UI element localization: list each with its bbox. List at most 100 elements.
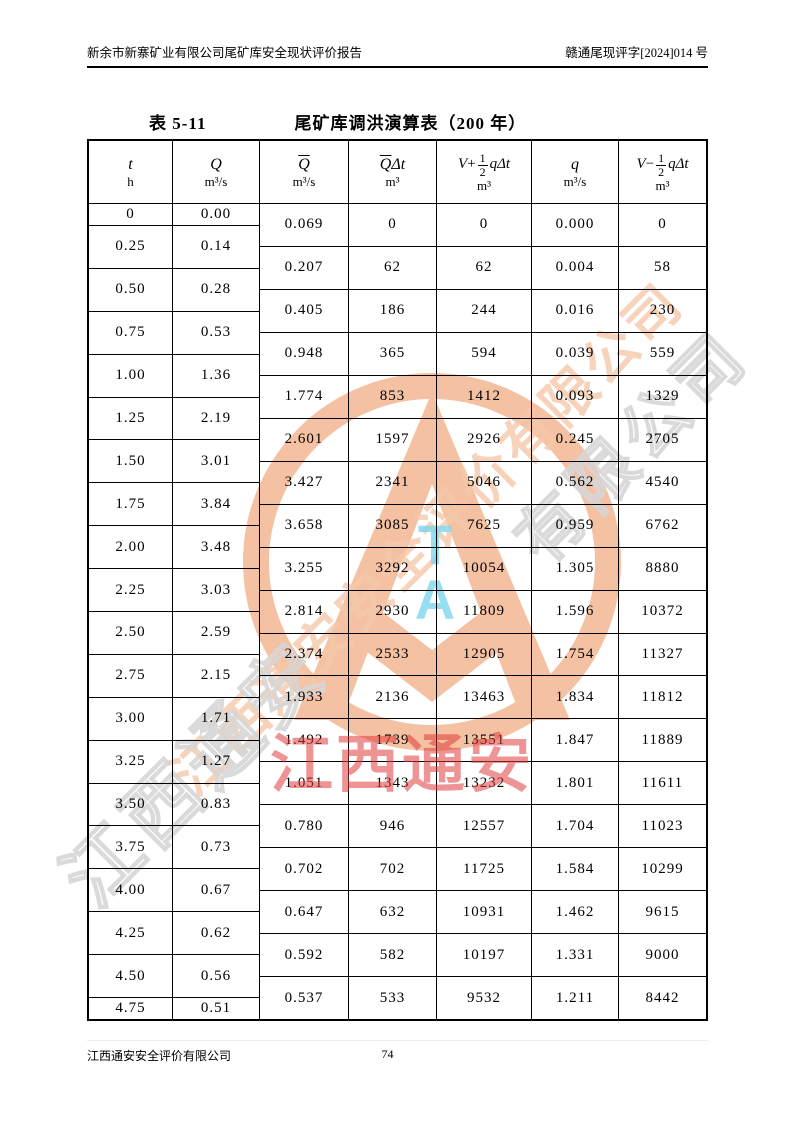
table-cell: 0.562	[532, 461, 619, 504]
header-symbol: Q	[298, 155, 310, 173]
header-symbol: q	[571, 155, 579, 173]
table-cell: 0.00	[173, 204, 260, 225]
table-cell: 2.374	[260, 633, 349, 676]
fraction-denominator: 2	[479, 164, 486, 179]
table-row: 4.00 0.67	[89, 869, 260, 913]
table-row: 0.537 533 9532 1.211 8442	[260, 977, 706, 1020]
table-row: 2.75 2.15	[89, 654, 260, 698]
table-cell: 1.933	[260, 676, 349, 719]
table-cell: 12905	[437, 633, 532, 676]
table-cell: 0	[437, 204, 532, 246]
header-symbol-rest: Δt	[391, 155, 406, 173]
table-row: 2.814 2930 11809 1.596 10372	[260, 590, 706, 634]
table-row: 4.75 0.51	[89, 997, 260, 1019]
table-cell: 4.25	[89, 912, 173, 955]
table-row: 4.50 0.56	[89, 955, 260, 998]
table-cell: 11725	[437, 848, 532, 891]
table-cell: 2.75	[89, 654, 173, 697]
table-cell: 58	[654, 259, 671, 276]
table-cell: 1.75	[89, 483, 173, 526]
table-cell: 4.00	[89, 869, 173, 912]
header-formula: V − 1 2 qΔt	[636, 152, 688, 178]
table-cell: 1.27	[173, 740, 260, 783]
header-cell-q-out: q m³/s	[532, 141, 619, 203]
table-cell: 3292	[349, 547, 437, 590]
table-cell: 0.50	[89, 268, 173, 311]
table-cell: 0.016	[532, 289, 619, 332]
table-header-row: t h Q m³/s Q m³/s Q Δt m³ V + 1	[89, 141, 706, 204]
left-section: 0 0.00 0.25 0.14 0.50 0.28 0.75 0.53 1.00 1.36 1.2…	[89, 204, 260, 1019]
right-section: 0.069 0 0 0.000 0 0.207 62 62 0.004 58 0.405 186 244…	[260, 204, 706, 1020]
table-row: 1.774 853 1412 0.093 1329	[260, 375, 706, 419]
table-cell: 0.093	[532, 375, 619, 418]
table-cell: 2.601	[260, 418, 349, 461]
table-cell: 1.754	[532, 633, 619, 676]
table-cell: 0.56	[173, 955, 260, 997]
table-cell: 1.50	[89, 440, 173, 483]
header-cell-q-mean: Q m³/s	[260, 141, 349, 203]
formula-var: V	[457, 156, 468, 173]
table-cell: 0.647	[260, 891, 349, 934]
table-cell: 0.948	[260, 332, 349, 375]
table-cell: 8442	[645, 989, 680, 1006]
table-cell: 10054	[437, 547, 532, 590]
header-unit: m³/s	[563, 174, 587, 190]
table-cell: 0.039	[532, 332, 619, 375]
table-cell: 1.492	[260, 719, 349, 762]
table-cell: 365	[349, 332, 437, 375]
table-cell: 2533	[349, 633, 437, 676]
table-cell: 0	[658, 216, 667, 233]
table-cell: 1.71	[173, 697, 260, 740]
table-cell: 1.36	[173, 354, 260, 397]
table-row: 3.75 0.73	[89, 826, 260, 870]
table-cell: 0.67	[173, 869, 260, 912]
table-cell: 8880	[645, 560, 680, 577]
page-footer: 江西通安安全评价有限公司 74	[87, 1040, 708, 1063]
table-row: 1.25 2.19	[89, 397, 260, 441]
header-unit: m³	[476, 178, 491, 194]
table-cell: 1597	[349, 418, 437, 461]
table-cell: 1329	[645, 388, 680, 405]
table-row: 0.647 632 10931 1.462 9615	[260, 891, 706, 935]
table-row: 2.00 3.48	[89, 526, 260, 570]
formula-operator: +	[467, 156, 476, 173]
table-cell: 0	[349, 204, 437, 246]
table-cell: 5046	[437, 461, 532, 504]
table-cell: 4540	[645, 474, 680, 491]
table-cell: 3.255	[260, 547, 349, 590]
header-cell-q-inflow: Q m³/s	[173, 141, 260, 203]
table-row: 2.374 2533 12905 1.754 11327	[260, 633, 706, 677]
header-symbol: Q	[210, 155, 222, 173]
table-row: 0.25 0.14	[89, 225, 260, 269]
table-cell: 9615	[645, 903, 680, 920]
table-row: 1.50 3.01	[89, 440, 260, 484]
fraction-numerator: 1	[656, 150, 667, 166]
table-number-label: 表 5-11	[149, 114, 207, 133]
table-cell: 1.331	[532, 934, 619, 977]
table-row: 1.051 1343 13232 1.801 11611	[260, 762, 706, 806]
table-row: 1.933 2136 13463 1.834 11812	[260, 676, 706, 720]
table-cell: 4.75	[89, 997, 173, 1019]
table-cell: 3.427	[260, 461, 349, 504]
table-cell: 62	[349, 246, 437, 289]
table-cell: 3.48	[173, 526, 260, 569]
table-cell: 0.62	[173, 912, 260, 955]
table-cell: 853	[349, 375, 437, 418]
table-cell: 582	[349, 934, 437, 977]
table-cell: 1.051	[260, 762, 349, 805]
header-left-text: 新余市新寨矿业有限公司尾矿库安全现状评价报告	[87, 46, 363, 60]
table-row: 3.00 1.71	[89, 697, 260, 741]
header-cell-v-minus: V − 1 2 qΔt m³	[619, 141, 706, 203]
table-cell: 1.462	[532, 891, 619, 934]
table-row: 2.50 2.59	[89, 611, 260, 655]
table-cell: 3.75	[89, 826, 173, 869]
table-cell: 2.25	[89, 569, 173, 611]
table-title-text: 尾矿库调洪演算表（200 年）	[294, 114, 527, 133]
header-cell-t: t h	[89, 141, 173, 203]
table-cell: 3085	[349, 504, 437, 547]
table-cell: 0.069	[260, 204, 349, 246]
table-cell: 1.847	[532, 719, 619, 762]
table-cell: 2.814	[260, 590, 349, 633]
table-row: 1.492 1739 13551 1.847 11889	[260, 719, 706, 763]
table-cell: 0.702	[260, 848, 349, 891]
